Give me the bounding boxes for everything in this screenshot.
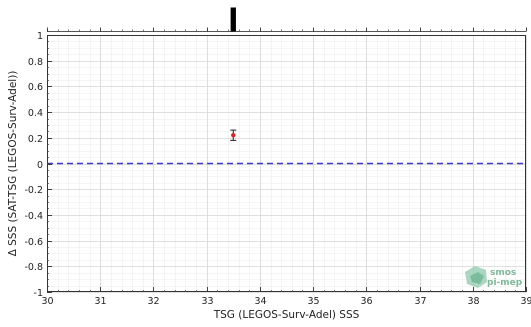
- x-tick-label: 36: [360, 296, 372, 307]
- y-tick-label: -0.4: [24, 211, 43, 222]
- y-tick-label: -0.8: [24, 262, 43, 273]
- x-tick-label: 39: [520, 296, 531, 307]
- y-tick-label: -0.2: [24, 185, 43, 196]
- y-tick-label: 1: [37, 31, 43, 42]
- y-tick-label: 0: [37, 160, 43, 171]
- x-tick-label: 38: [467, 296, 479, 307]
- x-tick-label: 37: [414, 296, 426, 307]
- histogram-frame: [47, 6, 526, 32]
- y-tick-label: -0.6: [24, 237, 43, 248]
- y-tick-label: 0.6: [28, 82, 43, 93]
- y-axis-ticks: -1 -0.8 -0.6 -0.4 -0.2 0 0.2 0.4 0.6 0.8 1: [24, 31, 52, 299]
- y-tick-label: 0.8: [28, 57, 43, 68]
- logo-line1: smos: [490, 268, 516, 278]
- x-tick-label: 34: [254, 296, 266, 307]
- histogram-bar: [230, 7, 236, 32]
- x-tick-label: 33: [201, 296, 213, 307]
- logo-line2: pi-mep: [487, 278, 523, 288]
- x-tick-label: 30: [41, 296, 53, 307]
- x-axis-title: TSG (LEGOS-Surv-Adel) SSS: [213, 309, 360, 321]
- histogram-ticks: [47, 27, 527, 32]
- y-axis-title: Δ SSS (SAT-TSG (LEGOS-Surv-Adel)): [7, 71, 19, 257]
- x-axis-ticks: 30 31 32 33 34 35 36 37 38 39: [41, 287, 531, 307]
- y-tick-label: 0.4: [28, 108, 43, 119]
- logo-globe-icon: [465, 266, 487, 288]
- x-tick-label: 31: [94, 296, 106, 307]
- plot-area: [47, 35, 527, 293]
- y-tick-label: 0.2: [28, 134, 43, 145]
- smos-pimep-logo: smos pi-mep: [465, 266, 523, 288]
- y-tick-label: -1: [34, 288, 43, 299]
- data-points: [230, 129, 237, 141]
- data-point: [231, 133, 236, 138]
- x-tick-label: 32: [147, 296, 159, 307]
- histogram-bars: [230, 7, 236, 32]
- top-histogram: [47, 6, 527, 32]
- x-tick-label: 35: [307, 296, 319, 307]
